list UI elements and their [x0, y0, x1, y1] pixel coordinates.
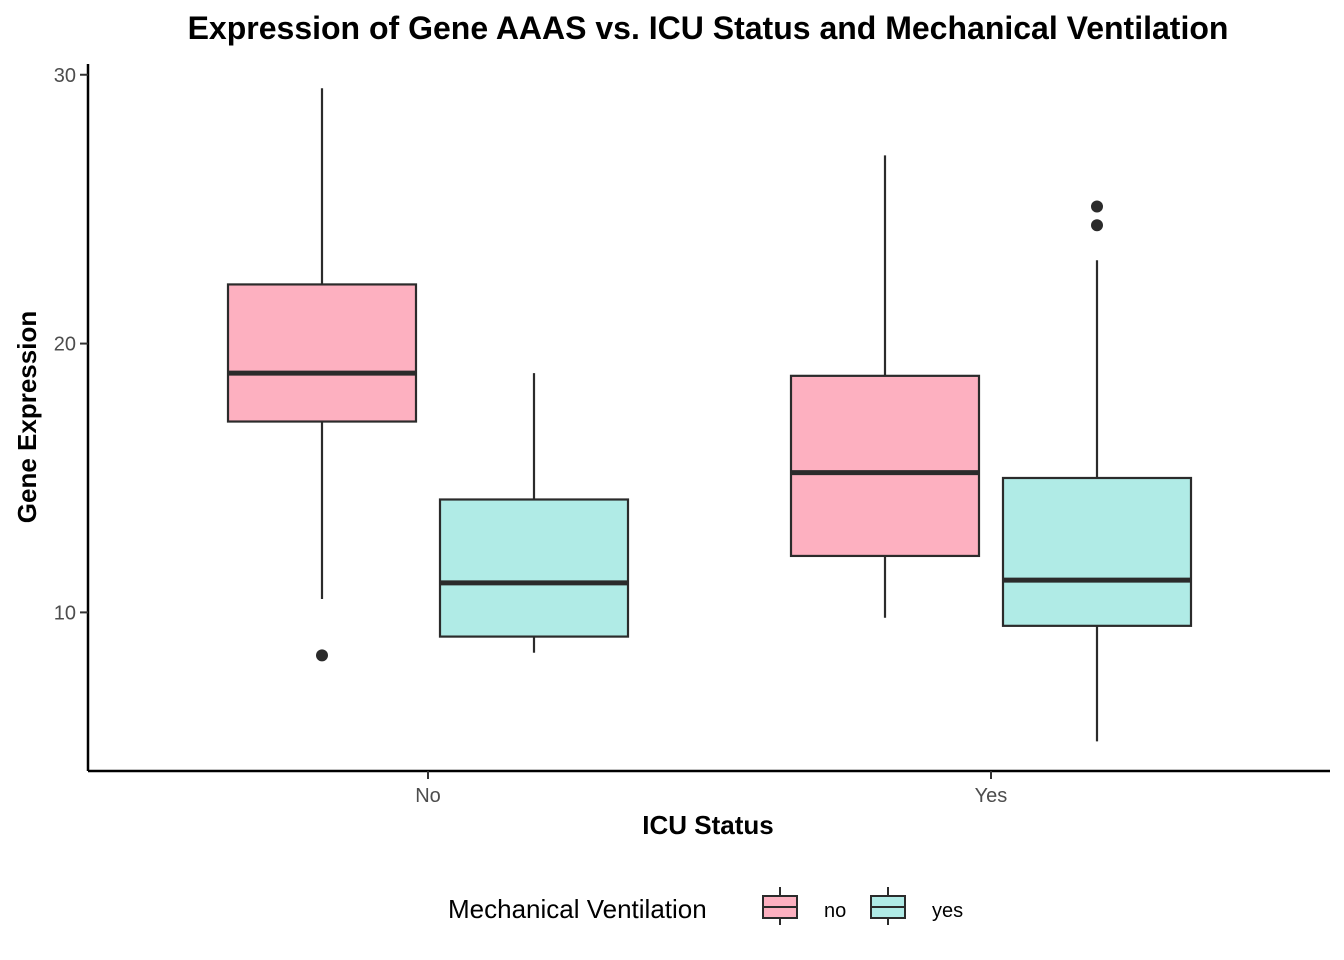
box-group-no-yes [789, 155, 981, 618]
x-ticks: No Yes [415, 771, 1007, 807]
y-axis-title: Gene Expression [12, 311, 42, 523]
chart-title: Expression of Gene AAAS vs. ICU Status a… [188, 10, 1229, 46]
legend-label-yes: yes [932, 900, 963, 922]
boxes-layer [226, 88, 1193, 742]
box-yes-no [438, 498, 630, 638]
legend: Mechanical Ventilation no yes [448, 887, 963, 925]
x-tick-label-yes: Yes [975, 785, 1008, 807]
y-tick-label-20: 20 [54, 334, 76, 356]
legend-key-no [762, 887, 798, 925]
box-group-yes-yes [1001, 200, 1193, 742]
outlier-yes-yes-1 [1091, 200, 1103, 213]
box-group-no-no [226, 88, 418, 662]
outlier-no-no-0 [316, 649, 328, 662]
legend-key-yes [870, 887, 906, 925]
y-tick-label-10: 10 [54, 602, 76, 624]
box-yes-yes [1001, 476, 1193, 627]
box-no-yes [789, 374, 981, 558]
legend-title: Mechanical Ventilation [448, 894, 707, 924]
box-group-yes-no [438, 373, 630, 653]
y-tick-label-30: 30 [54, 65, 76, 87]
x-axis-title: ICU Status [642, 810, 773, 840]
outlier-yes-yes-0 [1091, 219, 1103, 232]
x-tick-label-no: No [415, 785, 441, 807]
legend-label-no: no [824, 900, 846, 922]
y-ticks: 10 20 30 [54, 65, 88, 624]
box-no-no [226, 283, 418, 423]
